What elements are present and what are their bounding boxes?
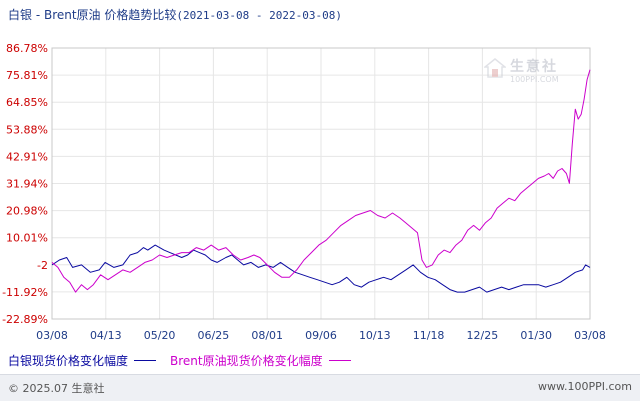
watermark-brand: 生意社 bbox=[510, 59, 558, 75]
legend-label-brent: Brent原油现货价格变化幅度 bbox=[170, 354, 323, 368]
x-tick-label: 04/13 bbox=[90, 329, 122, 342]
series-line-silver bbox=[51, 244, 591, 293]
x-tick-label: 03/08 bbox=[36, 329, 68, 342]
y-tick-label: 53.88% bbox=[6, 123, 48, 136]
x-tick-label: 12/25 bbox=[467, 329, 499, 342]
chart-title: 白银 - Brent原油 价格趋势比较(2021-03-08 - 2022-03… bbox=[8, 6, 342, 23]
x-tick-label: 08/01 bbox=[251, 329, 283, 342]
y-tick-label: 42.91% bbox=[6, 150, 48, 163]
footer-bar: © 2025.07 生意社 www.100PPI.com bbox=[0, 374, 640, 401]
plot-border bbox=[51, 47, 591, 320]
chart-legend: 白银现货价格变化幅度 Brent原油现货价格变化幅度 bbox=[8, 352, 365, 369]
watermark-logo: 生意社 100PPI.COM bbox=[484, 56, 580, 92]
y-tick-label: 64.85% bbox=[6, 96, 48, 109]
series-layer bbox=[51, 69, 591, 293]
legend-label-silver: 白银现货价格变化幅度 bbox=[8, 354, 129, 368]
y-tick-label: -2 bbox=[37, 259, 48, 272]
footer-url[interactable]: www.100PPI.com bbox=[538, 380, 632, 393]
watermark-site: 100PPI.COM bbox=[510, 75, 559, 84]
legend-swatch-brent bbox=[328, 360, 351, 361]
x-tick-label: 10/13 bbox=[359, 329, 391, 342]
y-tick-label: -11.92% bbox=[2, 286, 48, 299]
x-tick-label: 01/30 bbox=[520, 329, 552, 342]
y-tick-label: 86.78% bbox=[6, 42, 48, 55]
footer-copyright: © 2025.07 生意社 bbox=[8, 382, 105, 395]
series-line-brent bbox=[51, 69, 591, 293]
y-tick-label: 10.01% bbox=[6, 232, 48, 245]
x-tick-label: 05/20 bbox=[144, 329, 176, 342]
x-tick-label: 11/18 bbox=[413, 329, 445, 342]
x-tick-label: 06/25 bbox=[198, 329, 230, 342]
y-tick-label: 75.81% bbox=[6, 69, 48, 82]
legend-item-silver: 白银现货价格变化幅度 bbox=[8, 352, 157, 369]
x-tick-label: 03/08 bbox=[574, 329, 606, 342]
y-tick-label: 31.94% bbox=[6, 178, 48, 191]
legend-swatch-silver bbox=[134, 360, 157, 361]
house-icon bbox=[484, 58, 506, 78]
chart-svg: 86.78% 75.81% 64.85% 53.88% 42.91% 31.94% 20.9… bbox=[2, 42, 606, 342]
chart-period: (2021-03-08 - 2022-03-08) bbox=[176, 9, 342, 22]
y-tick-label: -22.89% bbox=[2, 313, 48, 326]
axis-layer bbox=[51, 47, 591, 320]
chart-title-text: 白银 - Brent原油 价格趋势比较 bbox=[8, 8, 177, 22]
label-layer: 86.78% 75.81% 64.85% 53.88% 42.91% 31.94% 20.9… bbox=[2, 42, 606, 342]
y-tick-label: 20.98% bbox=[6, 205, 48, 218]
legend-item-brent: Brent原油现货价格变化幅度 bbox=[170, 352, 351, 369]
x-tick-label: 09/06 bbox=[305, 329, 337, 342]
